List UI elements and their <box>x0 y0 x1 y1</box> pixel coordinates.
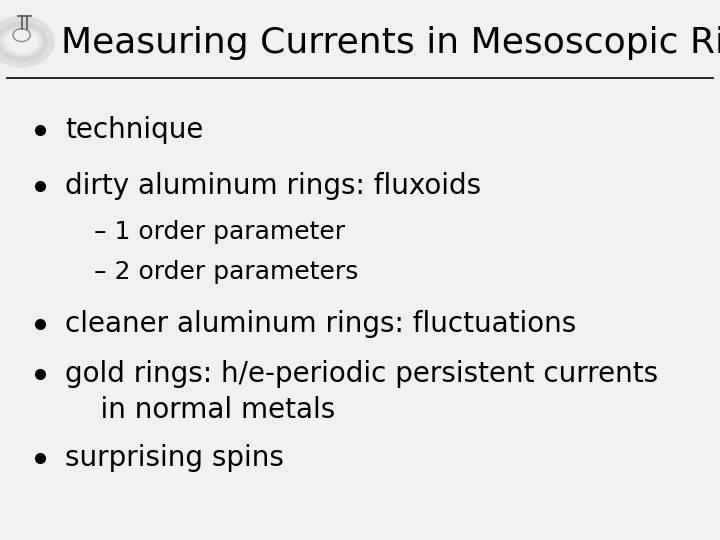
Text: – 1 order parameter: – 1 order parameter <box>94 220 345 244</box>
Text: gold rings: h/e-periodic persistent currents: gold rings: h/e-periodic persistent curr… <box>65 360 658 388</box>
Text: cleaner aluminum rings: fluctuations: cleaner aluminum rings: fluctuations <box>65 310 576 338</box>
Text: – 2 order parameters: – 2 order parameters <box>94 260 358 284</box>
Text: technique: technique <box>65 116 203 144</box>
Text: surprising spins: surprising spins <box>65 444 284 472</box>
Text: in normal metals: in normal metals <box>65 396 335 424</box>
Text: dirty aluminum rings: fluxoids: dirty aluminum rings: fluxoids <box>65 172 481 200</box>
Text: Measuring Currents in Mesoscopic Rings: Measuring Currents in Mesoscopic Rings <box>61 26 720 60</box>
